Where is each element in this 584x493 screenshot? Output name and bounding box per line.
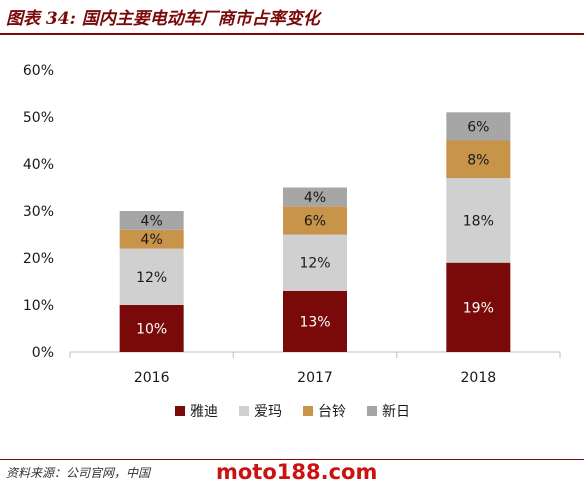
bar-segment <box>119 229 184 249</box>
data-label: 19% <box>463 300 494 316</box>
legend-label: 雅迪 <box>190 404 218 420</box>
legend-swatch <box>239 406 249 416</box>
legend-label: 台铃 <box>318 404 346 420</box>
y-tick-label: 20% <box>23 251 54 267</box>
y-tick-label: 30% <box>23 204 54 220</box>
bar-segment <box>119 248 184 305</box>
bar-segment <box>283 290 347 352</box>
bar-segment <box>446 140 511 179</box>
watermark: moto188.com <box>216 460 378 484</box>
data-label: 12% <box>299 256 330 272</box>
bar-segment <box>446 262 511 352</box>
source-divider <box>0 459 584 460</box>
y-tick-label: 40% <box>23 157 54 173</box>
x-tick-label: 2016 <box>134 370 170 386</box>
y-tick-label: 10% <box>23 298 54 314</box>
figure-title: 图表 34: 国内主要电动车厂商市占率变化 <box>6 9 320 29</box>
title-divider <box>0 33 584 35</box>
y-tick-label: 50% <box>23 110 54 126</box>
legend-label: 爱玛 <box>254 404 282 420</box>
x-tick-label: 2018 <box>461 370 497 386</box>
data-label: 12% <box>136 270 167 286</box>
bar-segment <box>446 178 511 263</box>
data-label: 18% <box>463 213 494 229</box>
data-label: 10% <box>136 322 167 338</box>
data-label: 6% <box>304 213 326 229</box>
source-note: 资料来源：公司官网，中国 <box>6 466 151 480</box>
data-label: 4% <box>141 232 163 248</box>
x-tick-label: 2017 <box>297 370 333 386</box>
bar-segment <box>119 211 184 230</box>
legend-swatch <box>367 406 377 416</box>
bar-segment <box>119 305 184 352</box>
bar-segment <box>283 234 347 291</box>
bar-segment <box>283 187 347 207</box>
data-label: 4% <box>141 213 163 229</box>
bar-segment <box>446 112 511 141</box>
stacked-bar-chart: 0% 10% 20% 30% 40% 50% 60% 10% 12% 4% 4% 2016 13% 12%… <box>23 63 561 420</box>
data-label: 13% <box>299 314 330 330</box>
legend-label: 新日 <box>382 404 410 420</box>
data-label: 6% <box>467 119 489 135</box>
data-label: 8% <box>467 152 489 168</box>
y-tick-label: 60% <box>23 63 54 79</box>
legend-swatch <box>303 406 313 416</box>
bar-segment <box>283 206 347 235</box>
data-label: 4% <box>304 190 326 206</box>
y-tick-label: 0% <box>32 345 54 361</box>
legend-swatch <box>175 406 185 416</box>
